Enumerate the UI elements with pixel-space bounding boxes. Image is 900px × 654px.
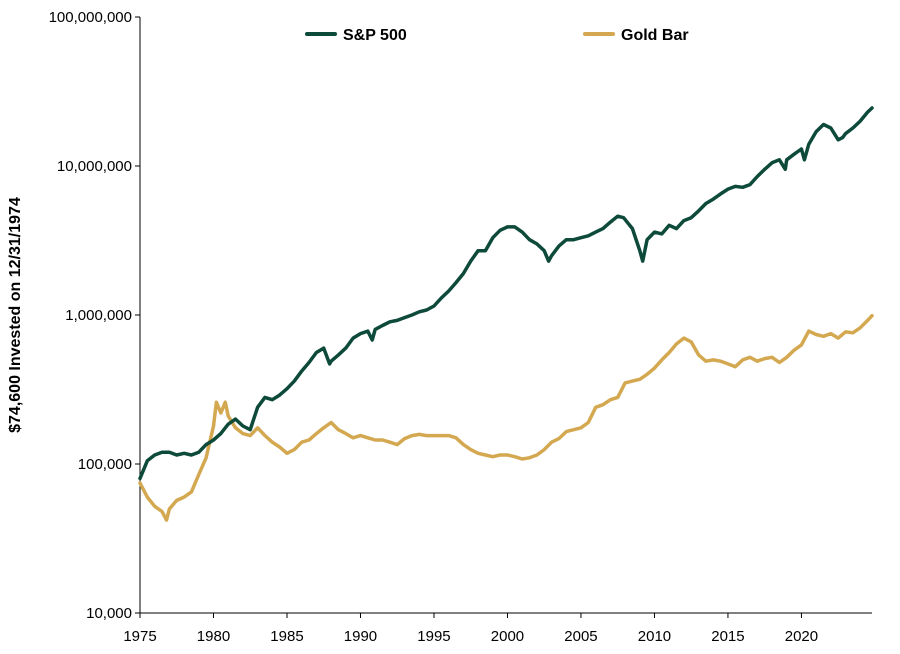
legend-label-gold-bar: Gold Bar <box>621 27 689 44</box>
y-axis-title: $74,600 Invested on 12/31/1974 <box>7 197 24 433</box>
x-tick-label: 1995 <box>417 628 450 645</box>
y-tick-label: 1,000,000 <box>65 307 132 324</box>
series-line-sp500 <box>138 106 874 481</box>
x-tick-label: 1990 <box>344 628 377 645</box>
legend-item-gold-bar: Gold Bar <box>583 27 689 44</box>
x-ticks: 1975 1980 1985 1990 1995 2000 2005 2010 2015 2020 <box>123 613 818 645</box>
axes <box>139 17 872 614</box>
y-tick-label: 10,000 <box>86 605 132 622</box>
series-layer <box>138 106 874 522</box>
x-tick-label: 2010 <box>638 628 671 645</box>
y-ticks: 10,000 100,000 1,000,000 10,000,000 100,000,… <box>49 9 140 622</box>
series-line-gold-bar <box>138 313 874 522</box>
x-tick-label: 2015 <box>711 628 744 645</box>
x-tick-label: 2020 <box>785 628 818 645</box>
x-tick-label: 2005 <box>564 628 597 645</box>
x-tick-label: 1980 <box>197 628 230 645</box>
y-tick-label: 100,000 <box>78 456 132 473</box>
legend-label-sp500: S&P 500 <box>343 27 407 44</box>
x-tick-label: 2000 <box>491 628 524 645</box>
legend: S&P 500 Gold Bar <box>305 27 689 44</box>
legend-item-sp500: S&P 500 <box>305 27 407 44</box>
x-tick-label: 1975 <box>123 628 156 645</box>
y-tick-label: 100,000,000 <box>49 9 132 26</box>
x-tick-label: 1985 <box>270 628 303 645</box>
y-tick-label: 10,000,000 <box>57 158 132 175</box>
